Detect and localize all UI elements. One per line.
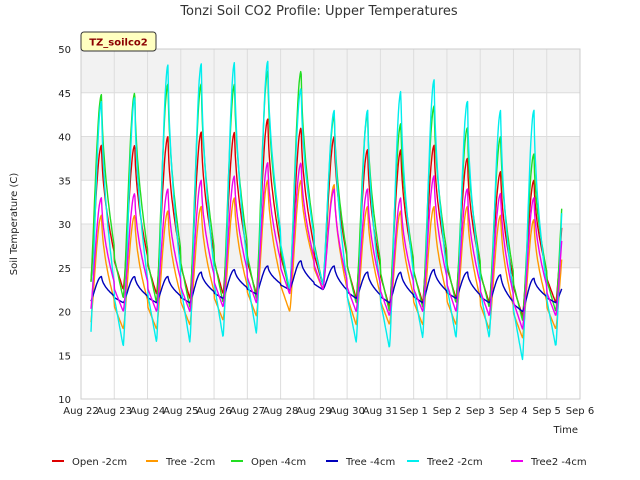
y-tick-label: 15 [58, 351, 71, 362]
y-tick-label: 10 [58, 395, 71, 406]
legend-item: Tree -2cm [146, 457, 215, 468]
x-tick-label: Sep 5 [533, 406, 561, 417]
x-tick-label: Sep 3 [466, 406, 494, 417]
plot-band [81, 49, 580, 93]
x-tick-label: Aug 26 [196, 406, 231, 417]
y-tick-labels: 10 15 20 25 30 35 40 45 50 [58, 45, 71, 406]
x-axis-label: Time [553, 425, 578, 436]
site-tag-label: TZ_soilco2 [89, 38, 148, 49]
y-tick-label: 35 [58, 176, 71, 187]
y-tick-label: 45 [58, 89, 71, 100]
chart-title: Tonzi Soil CO2 Profile: Upper Temperatur… [179, 4, 458, 19]
series-lines [90, 60, 563, 361]
y-tick-label: 40 [58, 133, 71, 144]
plot-band [81, 355, 580, 399]
legend-item: Tree -4cm [326, 457, 395, 468]
legend-item: Tree2 -2cm [407, 457, 483, 468]
legend-item: Tree2 -4cm [511, 457, 587, 468]
x-tick-label: Sep 4 [499, 406, 527, 417]
x-tick-label: Aug 23 [97, 406, 132, 417]
y-axis-label: Soil Temperature (C) [9, 173, 20, 276]
x-tick-label: Sep 2 [433, 406, 461, 417]
x-tick-label: Aug 24 [130, 406, 165, 417]
x-tick-label: Aug 29 [296, 406, 331, 417]
x-tick-label: Sep 1 [399, 406, 427, 417]
y-tick-label: 25 [58, 264, 71, 275]
x-tick-label: Aug 27 [230, 406, 265, 417]
series-line [90, 162, 563, 330]
plot-band [81, 267, 580, 312]
y-tick-label: 20 [58, 308, 71, 319]
legend-label: Open -2cm [72, 457, 127, 468]
legend-item: Open -2cm [52, 457, 127, 468]
x-tick-label: Aug 28 [263, 406, 298, 417]
legend-label: Tree -2cm [165, 457, 215, 468]
legend-label: Tree2 -2cm [426, 457, 483, 468]
x-tick-label: Aug 31 [363, 406, 398, 417]
legend: Open -2cm Tree -2cm Open -4cm Tree -4cm Tree… [52, 457, 587, 468]
y-tick-label: 30 [58, 220, 71, 231]
y-tick-label: 50 [58, 45, 71, 56]
legend-label: Open -4cm [251, 457, 306, 468]
plot-frame [80, 48, 581, 400]
series-line [90, 60, 563, 361]
legend-label: Tree2 -4cm [530, 457, 587, 468]
x-tick-label: Aug 22 [63, 406, 98, 417]
x-tick-label: Aug 25 [163, 406, 198, 417]
site-tag-box [80, 31, 157, 52]
x-tick-label: Sep 6 [566, 406, 594, 417]
legend-label: Tree -4cm [345, 457, 395, 468]
plot-band [81, 311, 580, 356]
x-tick-label: Aug 30 [329, 406, 364, 417]
legend-item: Open -4cm [231, 457, 306, 468]
site-tag: TZ_soilco2 [80, 31, 157, 52]
plot-band [81, 92, 580, 137]
